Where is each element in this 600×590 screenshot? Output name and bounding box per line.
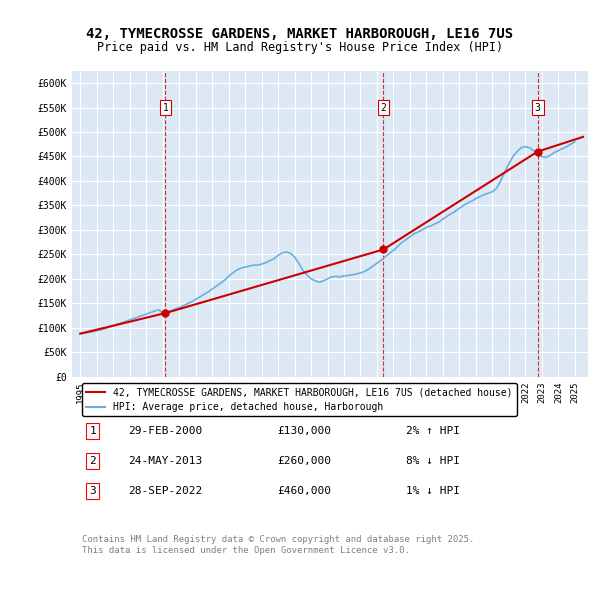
Text: Price paid vs. HM Land Registry's House Price Index (HPI): Price paid vs. HM Land Registry's House …	[97, 41, 503, 54]
Text: 3: 3	[535, 103, 541, 113]
Text: 29-FEB-2000: 29-FEB-2000	[128, 426, 202, 436]
Point	[379, 245, 388, 254]
Text: 2: 2	[380, 103, 386, 113]
Text: £460,000: £460,000	[277, 486, 331, 496]
Point	[161, 309, 170, 318]
Text: 3: 3	[89, 486, 96, 496]
Text: 1: 1	[163, 103, 168, 113]
Text: 2% ↑ HPI: 2% ↑ HPI	[406, 426, 460, 436]
Point	[533, 147, 542, 156]
Legend: 42, TYMECROSSE GARDENS, MARKET HARBOROUGH, LE16 7US (detached house), HPI: Avera: 42, TYMECROSSE GARDENS, MARKET HARBOROUG…	[82, 384, 517, 416]
Text: Contains HM Land Registry data © Crown copyright and database right 2025.
This d: Contains HM Land Registry data © Crown c…	[82, 535, 475, 555]
Text: 24-MAY-2013: 24-MAY-2013	[128, 456, 202, 466]
Text: 42, TYMECROSSE GARDENS, MARKET HARBOROUGH, LE16 7US: 42, TYMECROSSE GARDENS, MARKET HARBOROUG…	[86, 27, 514, 41]
Text: 1: 1	[89, 426, 96, 436]
Text: £130,000: £130,000	[277, 426, 331, 436]
Text: 1% ↓ HPI: 1% ↓ HPI	[406, 486, 460, 496]
Text: 28-SEP-2022: 28-SEP-2022	[128, 486, 202, 496]
Text: 2: 2	[89, 456, 96, 466]
Text: £260,000: £260,000	[277, 456, 331, 466]
Text: 8% ↓ HPI: 8% ↓ HPI	[406, 456, 460, 466]
